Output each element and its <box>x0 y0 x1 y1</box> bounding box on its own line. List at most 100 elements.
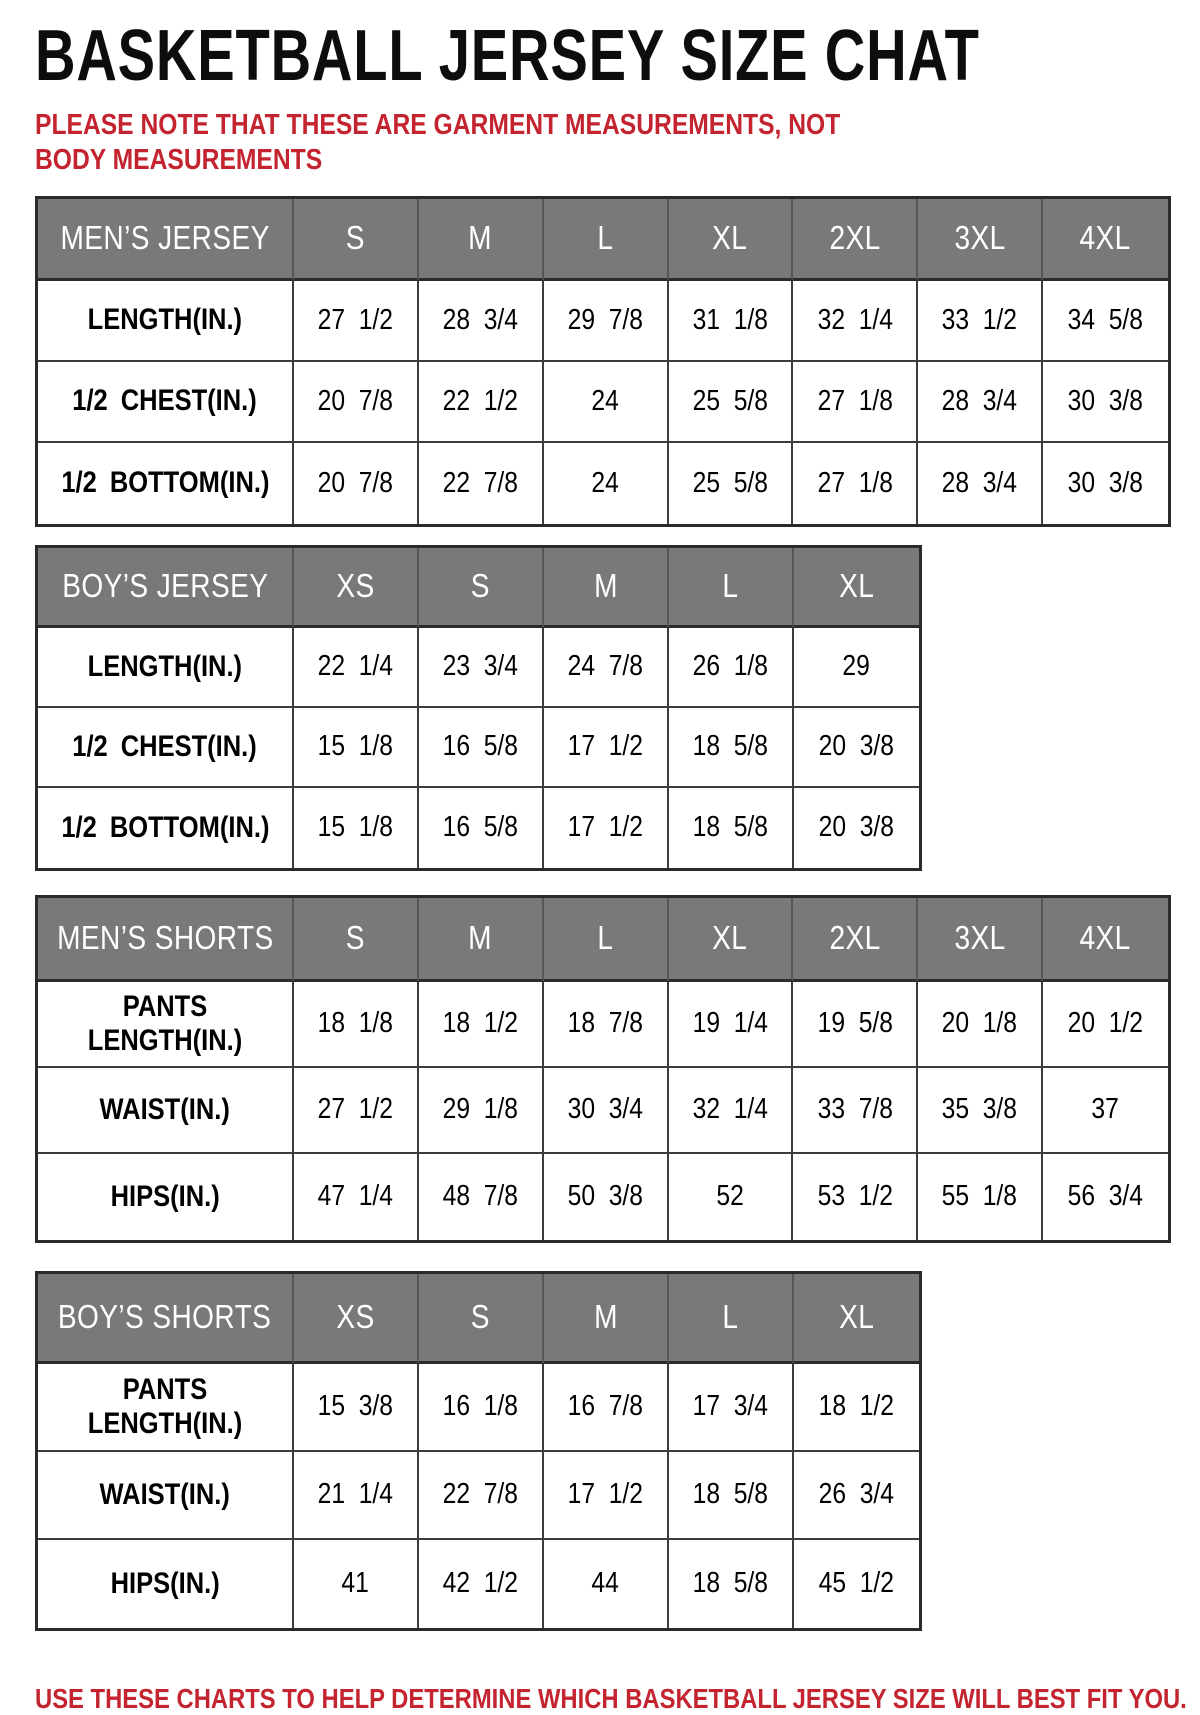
value-cell: 18 7/8 <box>543 981 669 1068</box>
value-text: 32 1/4 <box>817 303 893 336</box>
value-cell: 20 7/8 <box>294 361 419 443</box>
header-text: S <box>345 919 365 957</box>
value-cell: 53 1/2 <box>793 1153 919 1240</box>
value-cell: 20 3/8 <box>794 787 919 868</box>
value-text: 45 1/2 <box>818 1567 895 1600</box>
value-text: 24 <box>591 466 619 499</box>
value-text: 21 1/4 <box>317 1478 394 1511</box>
header-text: XS <box>336 567 375 605</box>
value-text: 26 3/4 <box>818 1478 895 1511</box>
table-title-cell: MEN’S SHORTS <box>38 897 294 982</box>
value-cell: 25 5/8 <box>668 442 794 524</box>
value-text: 35 3/8 <box>942 1093 1018 1126</box>
value-cell: 27 1/8 <box>793 361 919 443</box>
value-text: 18 7/8 <box>567 1007 643 1040</box>
value-cell: 28 3/4 <box>918 442 1044 524</box>
value-cell: 20 1/2 <box>1043 981 1168 1068</box>
value-cell: 22 1/4 <box>294 627 419 708</box>
boys-shorts-table: BOY’S SHORTS XS S M L XL PANTS LENGTH(IN… <box>35 1270 922 1631</box>
header-text: XL <box>838 1298 875 1336</box>
table-row: HIPS(IN.) 47 1/4 48 7/8 50 3/8 52 53 1/2… <box>38 1153 1168 1240</box>
size-header-cell: L <box>669 547 794 628</box>
value-text: 18 5/8 <box>692 730 769 763</box>
value-text: 24 <box>591 384 619 417</box>
value-cell: 20 7/8 <box>294 442 419 524</box>
value-cell: 37 <box>1043 1067 1168 1154</box>
value-text: 27 1/8 <box>817 384 893 417</box>
value-text: 27 1/8 <box>817 466 893 499</box>
value-text: 30 3/8 <box>1067 466 1144 499</box>
header-text: S <box>470 1298 491 1336</box>
label-text: 1/2 BOTTOM(IN.) <box>60 466 270 500</box>
page-title: BASKETBALL JERSEY SIZE CHAT <box>35 16 980 96</box>
value-text: 18 1/2 <box>442 1007 518 1040</box>
row-label-cell: 1/2 CHEST(IN.) <box>38 361 294 443</box>
value-cell: 30 3/8 <box>1043 361 1168 443</box>
label-text: 1/2 BOTTOM(IN.) <box>60 810 270 844</box>
header-text: 4XL <box>1079 219 1132 257</box>
value-text: 16 5/8 <box>442 730 519 763</box>
value-text: 20 3/8 <box>818 730 895 763</box>
value-text: 42 1/2 <box>442 1567 519 1600</box>
row-label-cell: HIPS(IN.) <box>38 1153 294 1240</box>
value-cell: 16 5/8 <box>419 787 544 868</box>
value-cell: 18 5/8 <box>669 707 794 788</box>
table-title-cell: MEN’S JERSEY <box>38 198 294 281</box>
header-text: L <box>597 919 614 957</box>
size-header-cell: S <box>419 1273 544 1364</box>
value-cell: 29 7/8 <box>543 280 669 362</box>
value-text: 56 3/4 <box>1067 1180 1144 1213</box>
value-cell: 15 1/8 <box>294 787 419 868</box>
mens-jersey-table: MEN’S JERSEY S M L XL 2XL 3XL 4XL LENGTH… <box>35 195 1171 527</box>
label-text: PANTS LENGTH(IN.) <box>87 990 243 1057</box>
value-text: 29 <box>842 650 871 683</box>
table-row: WAIST(IN.) 21 1/4 22 7/8 17 1/2 18 5/8 2… <box>38 1451 919 1540</box>
value-cell: 32 1/4 <box>668 1067 794 1154</box>
value-text: 24 7/8 <box>567 650 644 683</box>
header-text: L <box>722 1298 739 1336</box>
value-cell: 27 1/2 <box>294 280 419 362</box>
header-text: BOY’S SHORTS <box>58 1298 272 1336</box>
label-text: HIPS(IN.) <box>110 1179 220 1213</box>
value-text: 16 5/8 <box>442 811 519 844</box>
size-header-cell: L <box>669 1273 794 1364</box>
header-text: 2XL <box>829 919 881 957</box>
row-label-cell: LENGTH(IN.) <box>38 280 294 362</box>
label-text: HIPS(IN.) <box>110 1566 220 1600</box>
size-header-cell: XS <box>294 1273 419 1364</box>
header-text: XL <box>712 219 748 257</box>
value-text: 33 1/2 <box>942 303 1018 336</box>
value-cell: 18 1/2 <box>794 1363 919 1452</box>
value-cell: 16 1/8 <box>419 1363 544 1452</box>
value-text: 30 3/8 <box>1067 384 1144 417</box>
value-cell: 25 5/8 <box>668 361 794 443</box>
value-cell: 29 1/8 <box>418 1067 544 1154</box>
table-row: HIPS(IN.) 41 42 1/2 44 18 5/8 45 1/2 <box>38 1539 919 1628</box>
value-cell: 27 1/8 <box>793 442 919 524</box>
row-label-cell: 1/2 CHEST(IN.) <box>38 707 294 788</box>
size-header-cell: XL <box>794 547 919 628</box>
label-text: 1/2 CHEST(IN.) <box>72 384 258 418</box>
value-cell: 30 3/4 <box>543 1067 669 1154</box>
value-cell: 15 3/8 <box>294 1363 419 1452</box>
value-cell: 17 1/2 <box>544 707 669 788</box>
row-label-cell: WAIST(IN.) <box>38 1451 294 1540</box>
size-header-cell: L <box>543 897 669 982</box>
value-text: 53 1/2 <box>817 1180 893 1213</box>
value-cell: 15 1/8 <box>294 707 419 788</box>
value-text: 26 1/8 <box>692 650 769 683</box>
value-cell: 29 <box>794 627 919 708</box>
size-header-cell: S <box>294 897 419 982</box>
value-text: 41 <box>341 1567 370 1600</box>
size-header-cell: XL <box>794 1273 919 1364</box>
table-row: LENGTH(IN.) 27 1/2 28 3/4 29 7/8 31 1/8 … <box>38 280 1168 362</box>
value-text: 22 1/2 <box>442 384 518 417</box>
value-cell: 19 5/8 <box>793 981 919 1068</box>
value-text: 20 7/8 <box>317 384 394 417</box>
value-text: 15 3/8 <box>317 1390 394 1423</box>
value-text: 22 7/8 <box>442 1478 519 1511</box>
value-cell: 45 1/2 <box>794 1539 919 1628</box>
value-text: 25 5/8 <box>692 466 768 499</box>
value-cell: 18 1/8 <box>294 981 419 1068</box>
